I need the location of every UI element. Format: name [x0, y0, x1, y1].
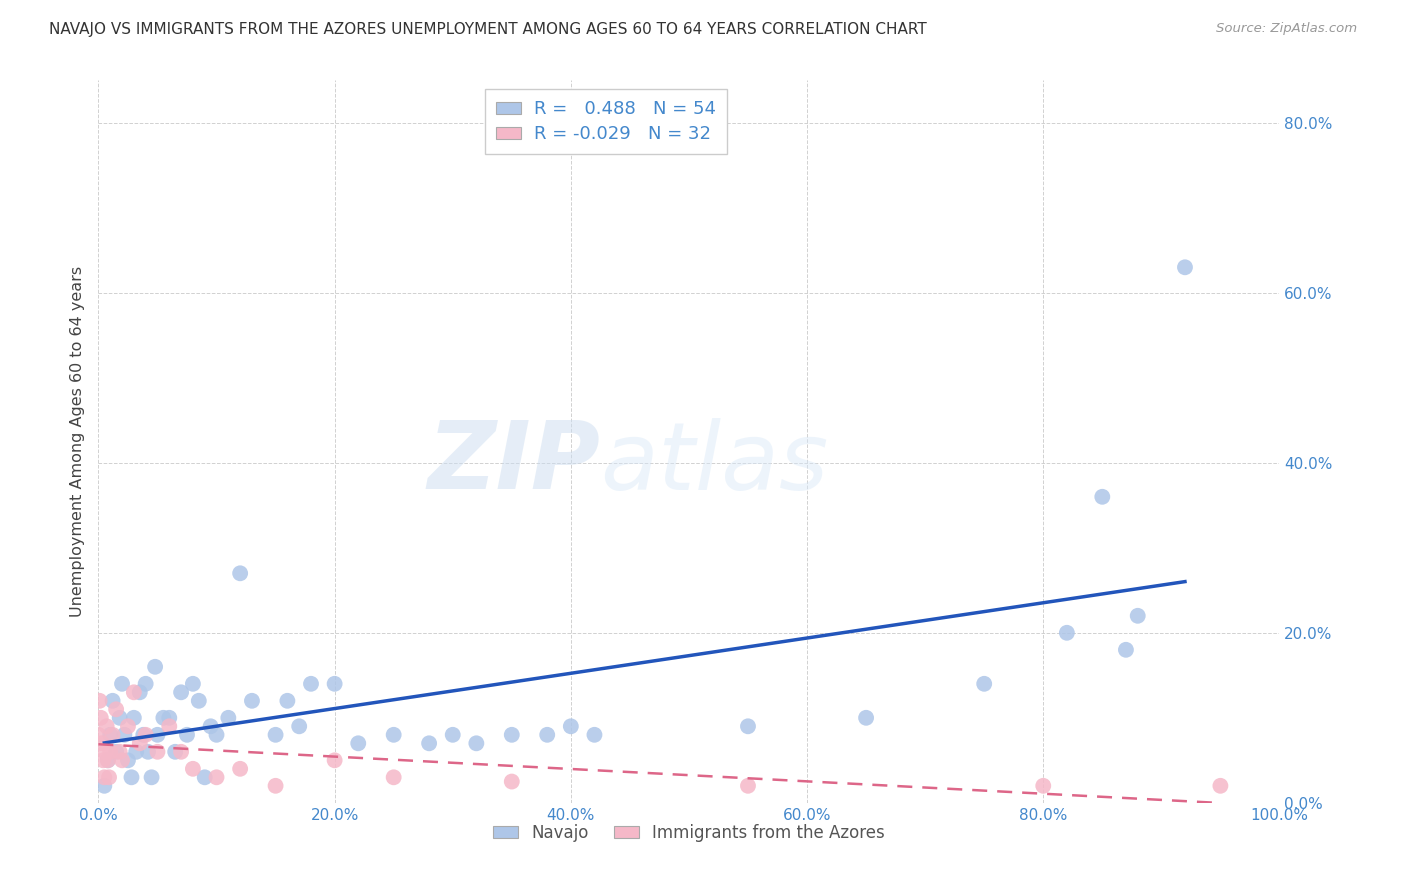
- Point: [135, 677, 157, 691]
- Point: [737, 779, 759, 793]
- Point: [96, 719, 118, 733]
- Point: [181, 677, 204, 691]
- Point: [441, 728, 464, 742]
- Point: [152, 711, 174, 725]
- Point: [108, 711, 131, 725]
- Point: [135, 728, 157, 742]
- Point: [111, 753, 134, 767]
- Point: [382, 770, 405, 784]
- Point: [132, 728, 155, 742]
- Point: [170, 685, 193, 699]
- Point: [200, 719, 222, 733]
- Point: [128, 736, 150, 750]
- Text: ZIP: ZIP: [427, 417, 600, 509]
- Point: [536, 728, 558, 742]
- Point: [125, 745, 148, 759]
- Point: [288, 719, 311, 733]
- Point: [122, 711, 145, 725]
- Point: [89, 694, 111, 708]
- Text: Source: ZipAtlas.com: Source: ZipAtlas.com: [1216, 22, 1357, 36]
- Point: [90, 711, 112, 725]
- Point: [229, 566, 252, 581]
- Point: [136, 745, 159, 759]
- Point: [855, 711, 877, 725]
- Point: [347, 736, 370, 750]
- Point: [217, 711, 239, 725]
- Point: [146, 728, 169, 742]
- Point: [170, 745, 193, 759]
- Point: [112, 728, 135, 742]
- Point: [181, 762, 204, 776]
- Point: [108, 745, 131, 759]
- Point: [165, 745, 187, 759]
- Point: [187, 694, 209, 708]
- Point: [418, 736, 440, 750]
- Point: [1115, 642, 1137, 657]
- Text: NAVAJO VS IMMIGRANTS FROM THE AZORES UNEMPLOYMENT AMONG AGES 60 TO 64 YEARS CORR: NAVAJO VS IMMIGRANTS FROM THE AZORES UNE…: [49, 22, 927, 37]
- Legend: Navajo, Immigrants from the Azores: Navajo, Immigrants from the Azores: [486, 817, 891, 848]
- Point: [101, 694, 124, 708]
- Point: [93, 770, 115, 784]
- Point: [105, 745, 128, 759]
- Point: [157, 711, 180, 725]
- Point: [111, 677, 134, 691]
- Point: [101, 728, 124, 742]
- Point: [98, 770, 121, 784]
- Point: [93, 779, 115, 793]
- Point: [1209, 779, 1232, 793]
- Point: [128, 685, 150, 699]
- Point: [382, 728, 405, 742]
- Point: [264, 779, 287, 793]
- Point: [117, 719, 139, 733]
- Point: [1174, 260, 1197, 275]
- Point: [229, 762, 252, 776]
- Point: [1056, 625, 1078, 640]
- Point: [91, 753, 114, 767]
- Point: [973, 677, 995, 691]
- Point: [465, 736, 488, 750]
- Point: [323, 753, 346, 767]
- Point: [501, 728, 523, 742]
- Point: [91, 736, 114, 750]
- Point: [121, 770, 143, 784]
- Point: [299, 677, 322, 691]
- Point: [194, 770, 217, 784]
- Point: [97, 753, 120, 767]
- Point: [143, 660, 166, 674]
- Point: [560, 719, 582, 733]
- Point: [146, 745, 169, 759]
- Y-axis label: Unemployment Among Ages 60 to 64 years: Unemployment Among Ages 60 to 64 years: [69, 266, 84, 617]
- Point: [583, 728, 606, 742]
- Point: [176, 728, 198, 742]
- Point: [157, 719, 180, 733]
- Point: [122, 685, 145, 699]
- Point: [205, 728, 228, 742]
- Point: [1032, 779, 1054, 793]
- Point: [98, 745, 121, 759]
- Point: [323, 677, 346, 691]
- Point: [276, 694, 298, 708]
- Point: [501, 774, 523, 789]
- Point: [240, 694, 263, 708]
- Point: [141, 770, 163, 784]
- Point: [737, 719, 759, 733]
- Point: [1091, 490, 1114, 504]
- Point: [98, 728, 121, 742]
- Point: [117, 753, 139, 767]
- Point: [1126, 608, 1149, 623]
- Point: [97, 753, 120, 767]
- Point: [205, 770, 228, 784]
- Text: atlas: atlas: [600, 417, 828, 508]
- Point: [94, 745, 117, 759]
- Point: [264, 728, 287, 742]
- Point: [87, 728, 110, 742]
- Point: [105, 702, 128, 716]
